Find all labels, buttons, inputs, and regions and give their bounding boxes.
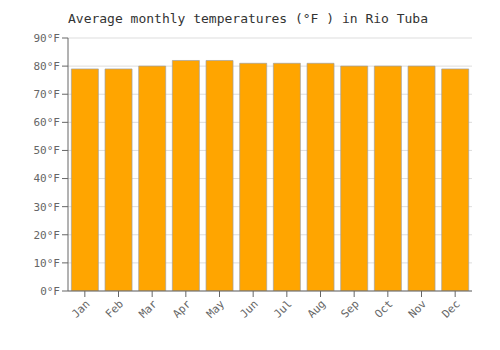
svg-text:Oct: Oct <box>372 297 395 320</box>
svg-text:Nov: Nov <box>406 297 430 321</box>
svg-text:Sep: Sep <box>339 297 362 320</box>
svg-text:10°F: 10°F <box>34 257 61 270</box>
svg-text:50°F: 50°F <box>34 144 61 157</box>
svg-text:Feb: Feb <box>103 297 126 320</box>
svg-text:Dec: Dec <box>440 297 463 320</box>
svg-text:40°F: 40°F <box>34 172 61 185</box>
svg-text:30°F: 30°F <box>34 201 61 214</box>
svg-text:Jan: Jan <box>69 297 92 320</box>
svg-text:20°F: 20°F <box>34 229 61 242</box>
svg-text:Jul: Jul <box>271 297 294 320</box>
html-text:Average monthly temperatures (: Average monthly temperatures (°F ) in Ri… <box>68 11 428 26</box>
svg-text:Jun: Jun <box>238 297 261 320</box>
svg-text:70°F: 70°F <box>34 88 61 101</box>
svg-text:90°F: 90°F <box>34 32 61 45</box>
svg-text:May: May <box>204 297 228 321</box>
svg-text:80°F: 80°F <box>34 60 61 73</box>
svg-text:Apr: Apr <box>170 297 194 321</box>
svg-text:Mar: Mar <box>137 297 161 321</box>
svg-text:60°F: 60°F <box>34 116 61 129</box>
svg-text:Aug: Aug <box>305 297 328 320</box>
svg-text:0°F: 0°F <box>40 285 60 298</box>
